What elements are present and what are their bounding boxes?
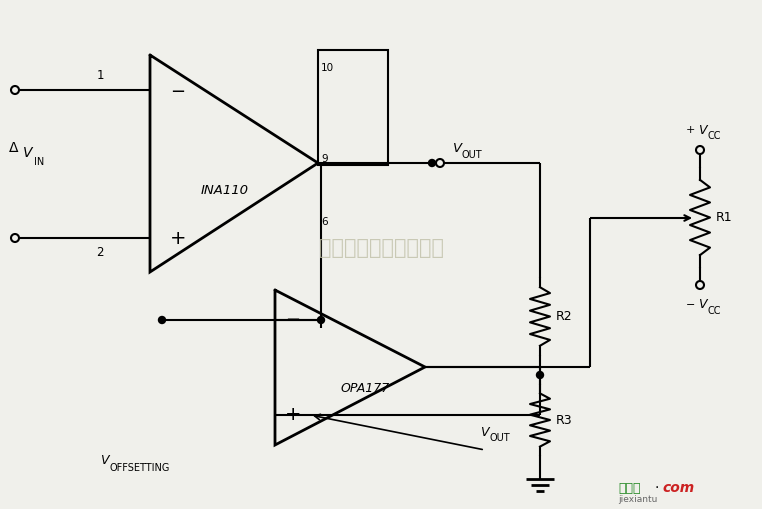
Circle shape bbox=[11, 86, 19, 94]
Circle shape bbox=[318, 317, 325, 324]
Circle shape bbox=[436, 159, 444, 167]
Text: 6: 6 bbox=[321, 217, 328, 227]
Text: 杭州将睿科技有限公司: 杭州将睿科技有限公司 bbox=[319, 238, 443, 258]
Text: 10: 10 bbox=[321, 63, 334, 73]
Text: R2: R2 bbox=[556, 309, 572, 323]
Text: $V$: $V$ bbox=[480, 426, 491, 438]
Text: $V$: $V$ bbox=[698, 298, 709, 312]
Text: $V$: $V$ bbox=[452, 142, 464, 155]
Text: $V$: $V$ bbox=[100, 454, 111, 467]
Text: CC: CC bbox=[708, 131, 722, 141]
Text: +: + bbox=[686, 125, 695, 135]
Text: 1: 1 bbox=[96, 69, 104, 81]
Circle shape bbox=[696, 281, 704, 289]
Text: $\Delta$: $\Delta$ bbox=[8, 141, 19, 155]
Text: OUT: OUT bbox=[462, 150, 482, 160]
Text: R1: R1 bbox=[716, 211, 732, 223]
Text: −: − bbox=[171, 83, 186, 101]
Text: +: + bbox=[170, 229, 186, 247]
Text: R3: R3 bbox=[556, 413, 572, 427]
Circle shape bbox=[696, 146, 704, 154]
Text: com: com bbox=[662, 481, 694, 495]
Text: 接线图: 接线图 bbox=[618, 482, 641, 495]
Text: OUT: OUT bbox=[490, 433, 511, 443]
Circle shape bbox=[158, 317, 165, 324]
Text: −: − bbox=[286, 311, 300, 329]
Text: +: + bbox=[285, 406, 301, 425]
Text: 9: 9 bbox=[321, 154, 328, 164]
Text: OFFSETTING: OFFSETTING bbox=[110, 463, 171, 473]
Text: INA110: INA110 bbox=[201, 184, 249, 196]
Text: $V$: $V$ bbox=[698, 124, 709, 136]
Text: OPA177: OPA177 bbox=[341, 382, 389, 394]
Text: IN: IN bbox=[34, 157, 44, 167]
Text: CC: CC bbox=[708, 306, 722, 316]
Text: 2: 2 bbox=[96, 246, 104, 260]
Text: jiexiantu: jiexiantu bbox=[618, 495, 658, 504]
Circle shape bbox=[11, 234, 19, 242]
Text: $V$: $V$ bbox=[22, 146, 34, 160]
Text: −: − bbox=[686, 300, 695, 310]
Bar bbox=[318, 50, 388, 165]
Text: ·: · bbox=[654, 481, 658, 495]
Circle shape bbox=[536, 372, 543, 379]
Circle shape bbox=[428, 159, 436, 166]
